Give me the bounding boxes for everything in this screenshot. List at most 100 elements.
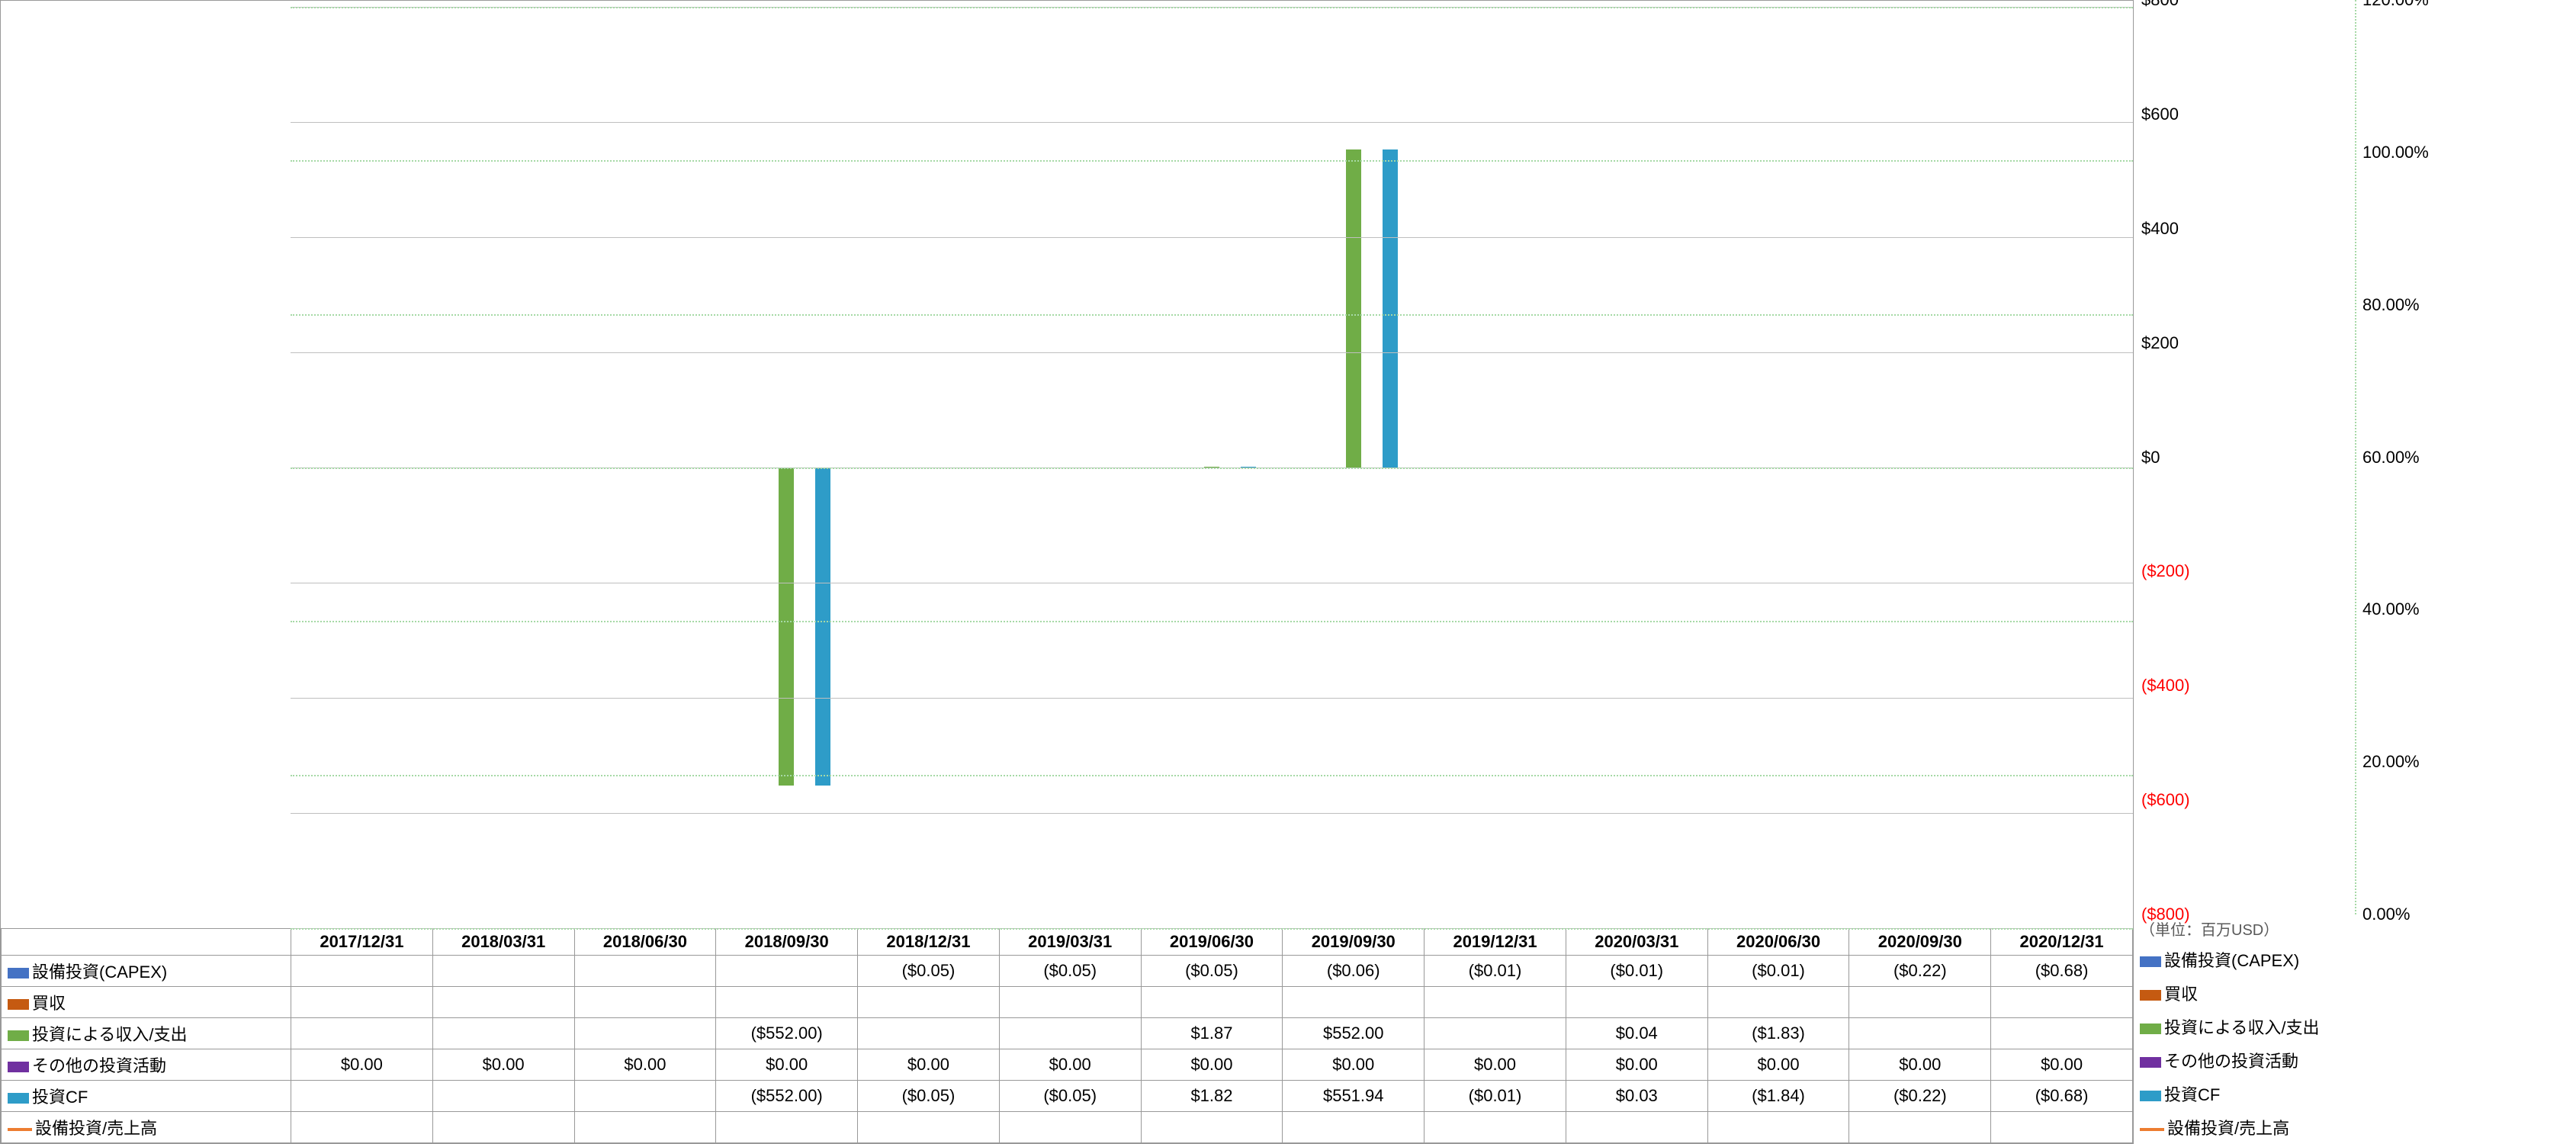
table-cell: $1.82: [1141, 1081, 1283, 1112]
legend-marker-icon: [8, 1030, 29, 1041]
table-cell: [999, 1018, 1141, 1049]
table-cell: ($0.05): [858, 1081, 1000, 1112]
table-cell: [291, 1081, 433, 1112]
table-col-header: 2018/09/30: [716, 929, 858, 956]
table-cell: [1283, 1112, 1425, 1143]
table-cell: ($0.01): [1566, 956, 1707, 987]
y1-tick-label: $200: [2141, 333, 2179, 353]
table-col-header: 2017/12/31: [291, 929, 433, 956]
table-cell: [574, 987, 716, 1018]
legend-right-item: 設備投資(CAPEX): [2134, 943, 2576, 976]
table-cell: [858, 1112, 1000, 1143]
table-cell: [716, 987, 858, 1018]
table-cell: $0.00: [716, 1049, 858, 1081]
y1-axis: ($800)($600)($400)($200)$0$200$400$600$8…: [2134, 0, 2355, 914]
y2-tick-label: 0.00%: [2362, 905, 2410, 924]
table-cell: ($0.68): [1991, 1081, 2133, 1112]
table-cell: [432, 1112, 574, 1143]
grid-y1: [291, 813, 2133, 814]
table-col-header: 2019/09/30: [1283, 929, 1425, 956]
unit-label: （単位：百万USD）: [2134, 914, 2576, 943]
table-cell: [999, 1112, 1141, 1143]
y1-tick-label: $0: [2141, 448, 2160, 468]
table-cell: $0.00: [858, 1049, 1000, 1081]
table-cell: $0.00: [291, 1049, 433, 1081]
chart-main-column: 2017/12/312018/03/312018/06/302018/09/30…: [0, 0, 2134, 1144]
table-col-header: 2019/06/30: [1141, 929, 1283, 956]
data-table: 2017/12/312018/03/312018/06/302018/09/30…: [1, 928, 2133, 1143]
table-cell: [858, 987, 1000, 1018]
legend-marker-icon: [2140, 1023, 2161, 1034]
y1-tick-label: $800: [2141, 0, 2179, 10]
legend-label-text: 投資CF: [32, 1088, 88, 1107]
grid-y2: [291, 928, 2133, 930]
legend-marker-icon: [2140, 1128, 2164, 1131]
legend-marker-icon: [2140, 1091, 2161, 1101]
table-col-header: 2019/12/31: [1425, 929, 1566, 956]
table-cell: [1566, 1112, 1707, 1143]
legend-label-text: 投資CF: [2164, 1085, 2220, 1104]
grid-y2: [291, 160, 2133, 162]
table-cell: [1991, 1112, 2133, 1143]
table-cell: [1566, 987, 1707, 1018]
table-cell: $1.87: [1141, 1018, 1283, 1049]
table-col-header: 2020/06/30: [1707, 929, 1849, 956]
table-cell: [432, 987, 574, 1018]
y2-axis: 0.00%20.00%40.00%60.00%80.00%100.00%120.…: [2355, 0, 2576, 914]
y1-tick-label: ($200): [2141, 561, 2190, 581]
table-cell: [1849, 1112, 1991, 1143]
table-cell: [291, 1112, 433, 1143]
grid-y2: [291, 775, 2133, 776]
legend-label-text: 設備投資(CAPEX): [32, 962, 167, 982]
legend-marker-icon: [8, 968, 29, 979]
y1-tick-label: ($400): [2141, 676, 2190, 696]
table-cell: $0.00: [1991, 1049, 2133, 1081]
table-row: 設備投資/売上高: [2, 1112, 2133, 1143]
y1-tick-label: $600: [2141, 104, 2179, 124]
y2-tick-label: 120.00%: [2362, 0, 2429, 10]
table-cell: [432, 1081, 574, 1112]
table-cell: ($552.00): [716, 1081, 858, 1112]
table-cell: [1425, 987, 1566, 1018]
y2-tick-label: 100.00%: [2362, 143, 2429, 162]
table-cell: [1849, 987, 1991, 1018]
legend-marker-icon: [2140, 990, 2161, 1001]
legend-right-item: 投資CF: [2134, 1077, 2576, 1110]
table-cell: ($0.22): [1849, 1081, 1991, 1112]
legend-right-item: その他の投資活動: [2134, 1043, 2576, 1077]
table-cell: $0.00: [1283, 1049, 1425, 1081]
table-cell: ($552.00): [716, 1018, 858, 1049]
table-cell: [574, 1081, 716, 1112]
table-col-header: 2020/09/30: [1849, 929, 1991, 956]
table-cell: $0.04: [1566, 1018, 1707, 1049]
table-row: その他の投資活動$0.00$0.00$0.00$0.00$0.00$0.00$0…: [2, 1049, 2133, 1081]
table-cell: [1141, 1112, 1283, 1143]
table-cell: ($0.01): [1425, 956, 1566, 987]
legend-marker-icon: [2140, 956, 2161, 967]
table-cell: [1991, 1018, 2133, 1049]
table-cell: $0.00: [1425, 1049, 1566, 1081]
table-col-header: 2020/03/31: [1566, 929, 1707, 956]
y2-axis-border: [2355, 0, 2356, 914]
table-cell: [291, 956, 433, 987]
table-cell: ($0.05): [858, 956, 1000, 987]
legend-right-item: 買収: [2134, 976, 2576, 1010]
bar-invcf: [815, 468, 830, 786]
grid-y2: [291, 314, 2133, 316]
table-cell: ($0.05): [1141, 956, 1283, 987]
y1-tick-label: ($800): [2141, 905, 2190, 924]
grid-y2: [291, 7, 2133, 8]
legend-marker-icon: [8, 1062, 29, 1072]
table-cell: [999, 987, 1141, 1018]
table-cell: [1141, 987, 1283, 1018]
chart-container: 2017/12/312018/03/312018/06/302018/09/30…: [0, 0, 2576, 1144]
bar-invcf: [1383, 149, 1398, 468]
legend-label-text: 設備投資(CAPEX): [2164, 951, 2299, 970]
table-cell: [1425, 1018, 1566, 1049]
legend-label-text: 設備投資/売上高: [2167, 1119, 2289, 1138]
legend-right-item: 設備投資/売上高: [2134, 1110, 2576, 1144]
y2-tick-label: 80.00%: [2362, 295, 2420, 315]
table-cell: [574, 956, 716, 987]
table-cell: $0.00: [999, 1049, 1141, 1081]
table-col-header: 2018/03/31: [432, 929, 574, 956]
